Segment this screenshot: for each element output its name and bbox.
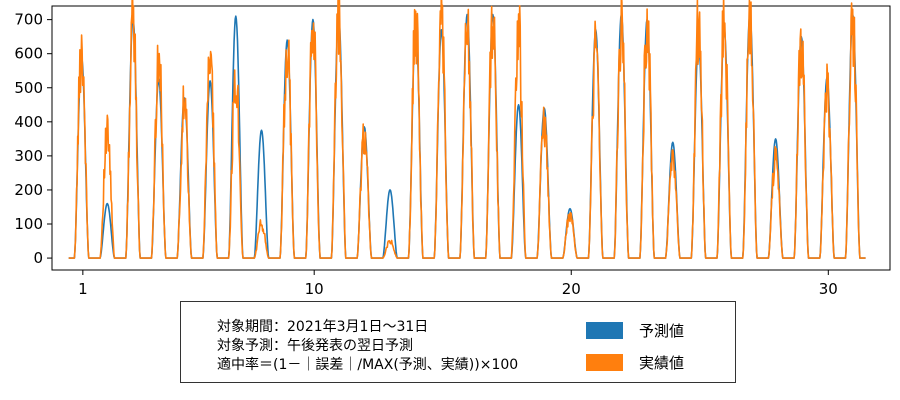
x-tick-label: 20 [562,280,581,298]
y-tick-label: 300 [14,147,43,165]
x-tick-label: 10 [305,280,324,298]
y-tick-label: 200 [14,181,43,199]
y-tick-label: 700 [14,11,43,29]
period-text: 対象期間：2021年3月1日～31日 [217,319,429,335]
legend-label-forecast: 予測値 [639,322,685,340]
accuracy-formula-text: 適中率＝(1－｜誤差｜/MAX(予測、実績))×100 [217,357,519,373]
y-tick-label: 0 [33,249,43,267]
legend-swatch-forecast [586,322,623,339]
y-tick-label: 600 [14,45,43,63]
x-tick-label: 1 [78,280,88,298]
y-tick-label: 400 [14,113,43,131]
x-axis: 1 10 20 30 [78,270,838,298]
y-tick-label: 100 [14,215,43,233]
forecast-target-text: 対象予測：午後発表の翌日予測 [217,338,413,354]
legend-label-actual: 実績値 [639,354,685,372]
y-axis: 0 100 200 300 400 500 600 700 [14,11,52,267]
x-tick-label: 30 [819,280,838,298]
y-tick-label: 500 [14,79,43,97]
legend-item-forecast: 予測値 [586,320,684,341]
chart: 0 100 200 300 400 500 600 700 1 10 20 30 [14,0,891,298]
info-box: 対象期間：2021年3月1日～31日 対象予測：午後発表の翌日予測 適中率＝(1… [180,301,736,383]
legend-item-actual: 実績値 [586,352,684,373]
legend-swatch-actual [586,354,623,371]
series-layer [68,0,866,259]
series-line-actual [68,0,866,259]
